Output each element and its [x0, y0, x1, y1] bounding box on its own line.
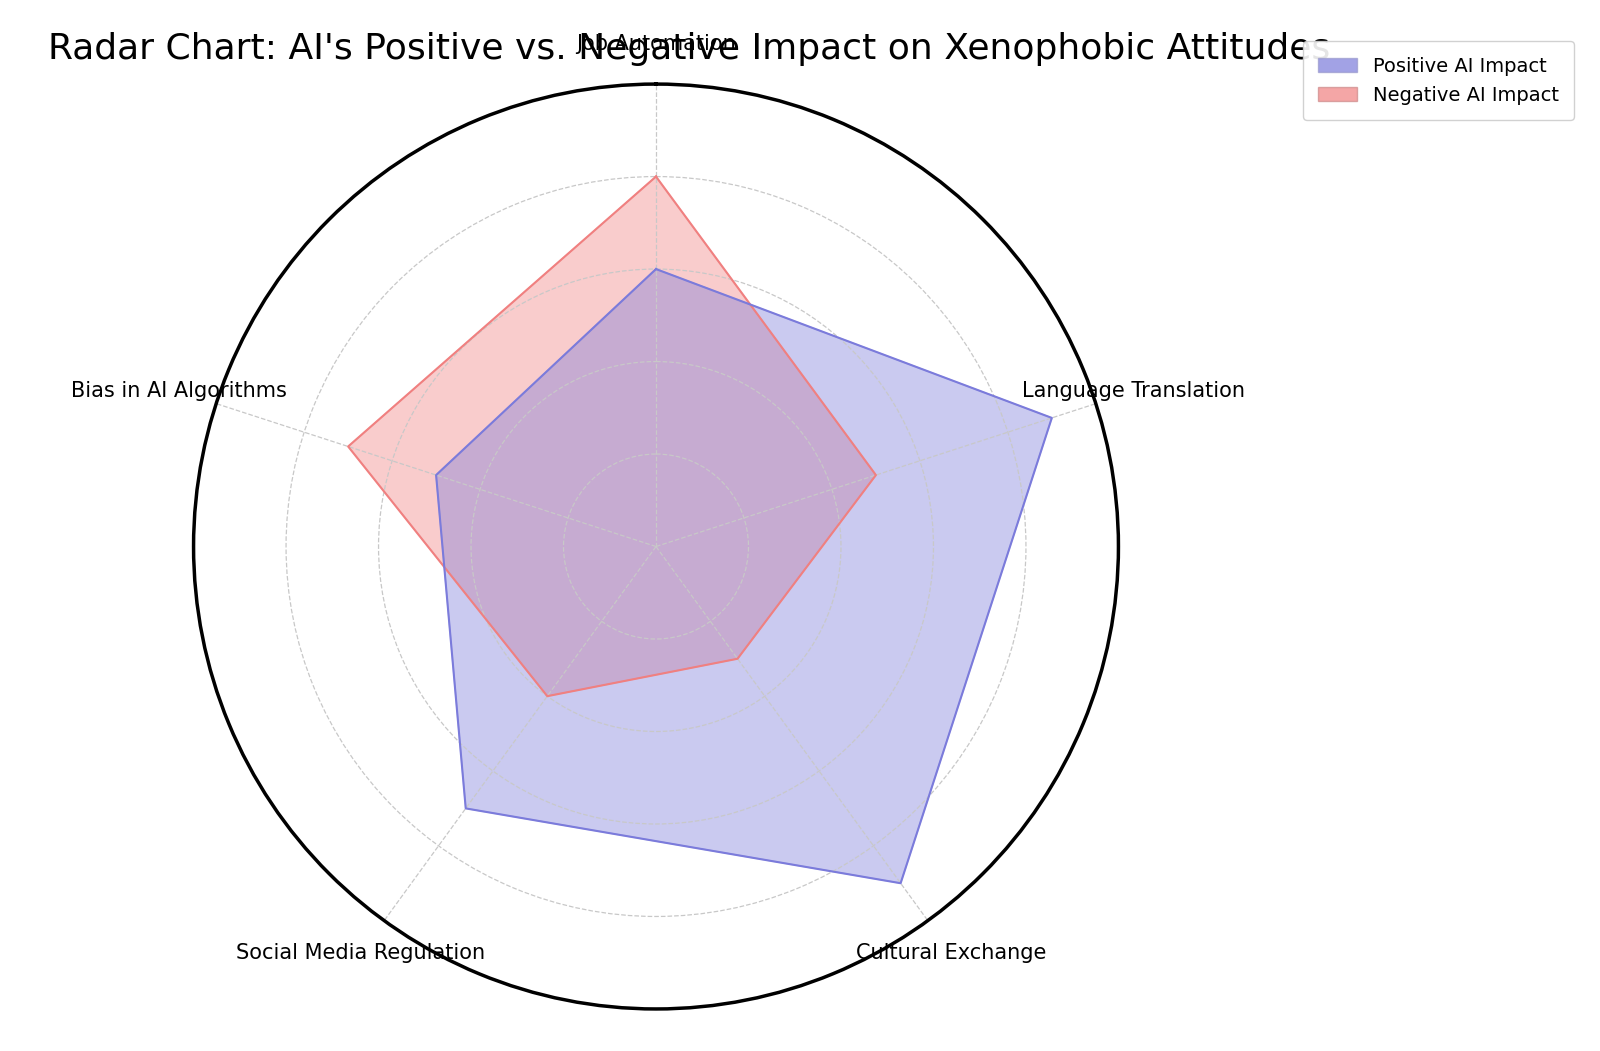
- Legend: Positive AI Impact, Negative AI Impact: Positive AI Impact, Negative AI Impact: [1302, 41, 1574, 120]
- Polygon shape: [349, 177, 875, 696]
- Polygon shape: [437, 269, 1051, 883]
- Text: Radar Chart: AI's Positive vs. Negative Impact on Xenophobic Attitudes: Radar Chart: AI's Positive vs. Negative …: [48, 32, 1330, 65]
